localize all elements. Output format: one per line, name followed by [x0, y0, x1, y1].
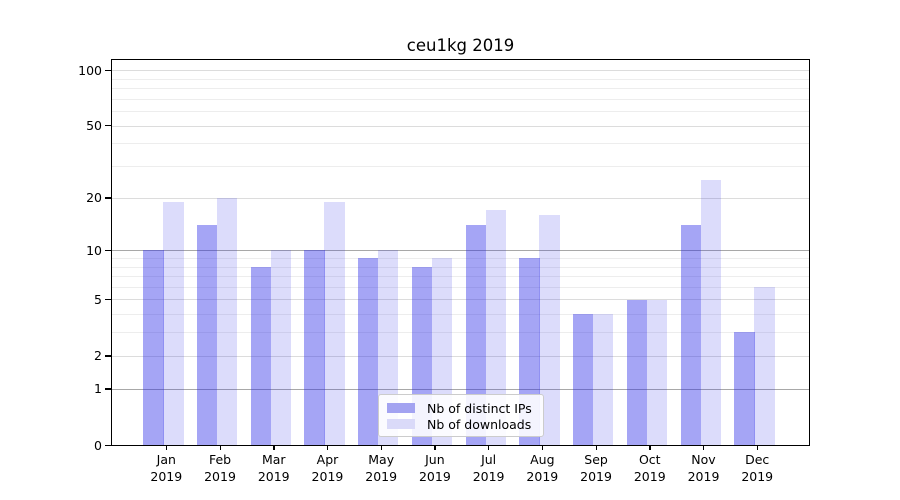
x-tick-label: Jul 2019 — [472, 452, 505, 484]
grid-line-major — [112, 70, 809, 72]
bar-ips-jul — [465, 225, 486, 445]
grid-line-minor — [112, 166, 809, 168]
y-tick-label: 10 — [86, 242, 102, 258]
bar-downloads-jul — [485, 210, 506, 445]
x-tick-label: Nov 2019 — [687, 452, 720, 484]
bar-ips-jan — [143, 250, 164, 445]
y-tick-mark — [105, 249, 111, 252]
grid-line-major — [112, 299, 809, 301]
x-tick-label: Aug 2019 — [526, 452, 559, 484]
legend-label-distinct-ips: Nb of distinct IPs — [427, 400, 532, 416]
bar-downloads-nov — [700, 180, 721, 445]
x-tick-mark — [488, 445, 490, 450]
y-tick-mark — [105, 388, 111, 390]
grid-line-minor — [112, 98, 809, 100]
y-tick-mark — [105, 355, 111, 357]
legend-swatch-downloads — [387, 419, 415, 429]
x-tick-mark — [541, 445, 544, 450]
x-tick-mark — [273, 445, 275, 450]
x-tick-label: May 2019 — [365, 452, 398, 484]
x-tick-mark — [756, 445, 759, 450]
grid-line-minor — [112, 286, 809, 288]
bar-ips-feb — [197, 225, 218, 445]
x-tick-mark — [380, 445, 382, 450]
grid-line-minor — [112, 276, 809, 278]
y-tick-label: 2 — [94, 348, 102, 364]
grid-line-minor — [112, 143, 809, 145]
y-tick-mark — [105, 197, 111, 199]
grid-line-minor — [112, 258, 809, 259]
y-tick-mark — [105, 298, 111, 301]
legend: Nb of distinct IPs Nb of downloads — [378, 394, 544, 437]
y-tick-mark — [105, 125, 111, 127]
bar-downloads-aug — [539, 214, 560, 445]
x-tick-mark — [434, 445, 436, 450]
x-tick-label: Jan 2019 — [150, 452, 183, 484]
chart-title: ceu1kg 2019 — [406, 36, 515, 55]
grid-line-major — [112, 125, 809, 127]
x-tick-label: Dec 2019 — [741, 452, 774, 484]
bar-downloads-feb — [217, 197, 238, 445]
x-tick-label: Jun 2019 — [418, 452, 451, 484]
x-tick-mark — [595, 445, 597, 450]
bar-ips-oct — [626, 299, 648, 445]
x-tick-label: Sep 2019 — [580, 452, 612, 484]
x-tick-label: Feb 2019 — [204, 452, 236, 484]
bar-downloads-apr — [324, 201, 345, 445]
y-tick-mark — [105, 444, 111, 446]
bar-ips-may — [358, 258, 379, 445]
bar-ips-sep — [573, 314, 594, 445]
bar-ips-apr — [304, 250, 325, 445]
bar-downloads-jan — [163, 201, 184, 445]
grid-line-minor — [112, 314, 809, 316]
grid-line-minor — [112, 266, 809, 268]
x-tick-label: Apr 2019 — [311, 452, 344, 484]
x-tick-mark — [703, 445, 705, 450]
y-tick-label: 5 — [94, 291, 102, 307]
grid-line-minor — [112, 111, 809, 113]
bar-downloads-sep — [593, 314, 614, 445]
legend-item-distinct-ips: Nb of distinct IPs — [387, 400, 535, 416]
y-tick-label: 1 — [94, 381, 102, 397]
bar-downloads-dec — [754, 286, 775, 445]
y-tick-label: 100 — [78, 62, 102, 78]
grid-line-major — [112, 197, 809, 199]
legend-item-downloads: Nb of downloads — [387, 416, 535, 432]
y-tick-label: 0 — [94, 437, 102, 453]
grid-line-major — [112, 355, 809, 357]
bar-downloads-mar — [270, 250, 292, 445]
grid-line-minor — [112, 332, 809, 334]
legend-label-downloads: Nb of downloads — [427, 416, 532, 432]
x-tick-mark — [219, 445, 221, 450]
grid-line-minor — [112, 78, 809, 80]
x-tick-mark — [165, 445, 168, 450]
plot-area: Nb of distinct IPs Nb of downloads — [111, 59, 810, 446]
grid-line-major — [112, 250, 809, 252]
grid-line-minor — [112, 88, 809, 90]
bar-downloads-oct — [646, 299, 668, 445]
x-tick-mark — [326, 445, 329, 450]
grid-line-major — [112, 388, 809, 390]
bar-ips-dec — [734, 332, 755, 445]
y-tick-mark — [105, 69, 111, 71]
bar-ips-nov — [680, 225, 701, 445]
x-tick-mark — [649, 445, 651, 450]
x-tick-label: Oct 2019 — [633, 452, 666, 484]
y-tick-label: 20 — [86, 190, 102, 206]
y-tick-label: 50 — [86, 118, 102, 134]
bar-ips-mar — [250, 266, 272, 445]
x-tick-label: Mar 2019 — [257, 452, 290, 484]
legend-swatch-distinct-ips — [387, 403, 415, 413]
